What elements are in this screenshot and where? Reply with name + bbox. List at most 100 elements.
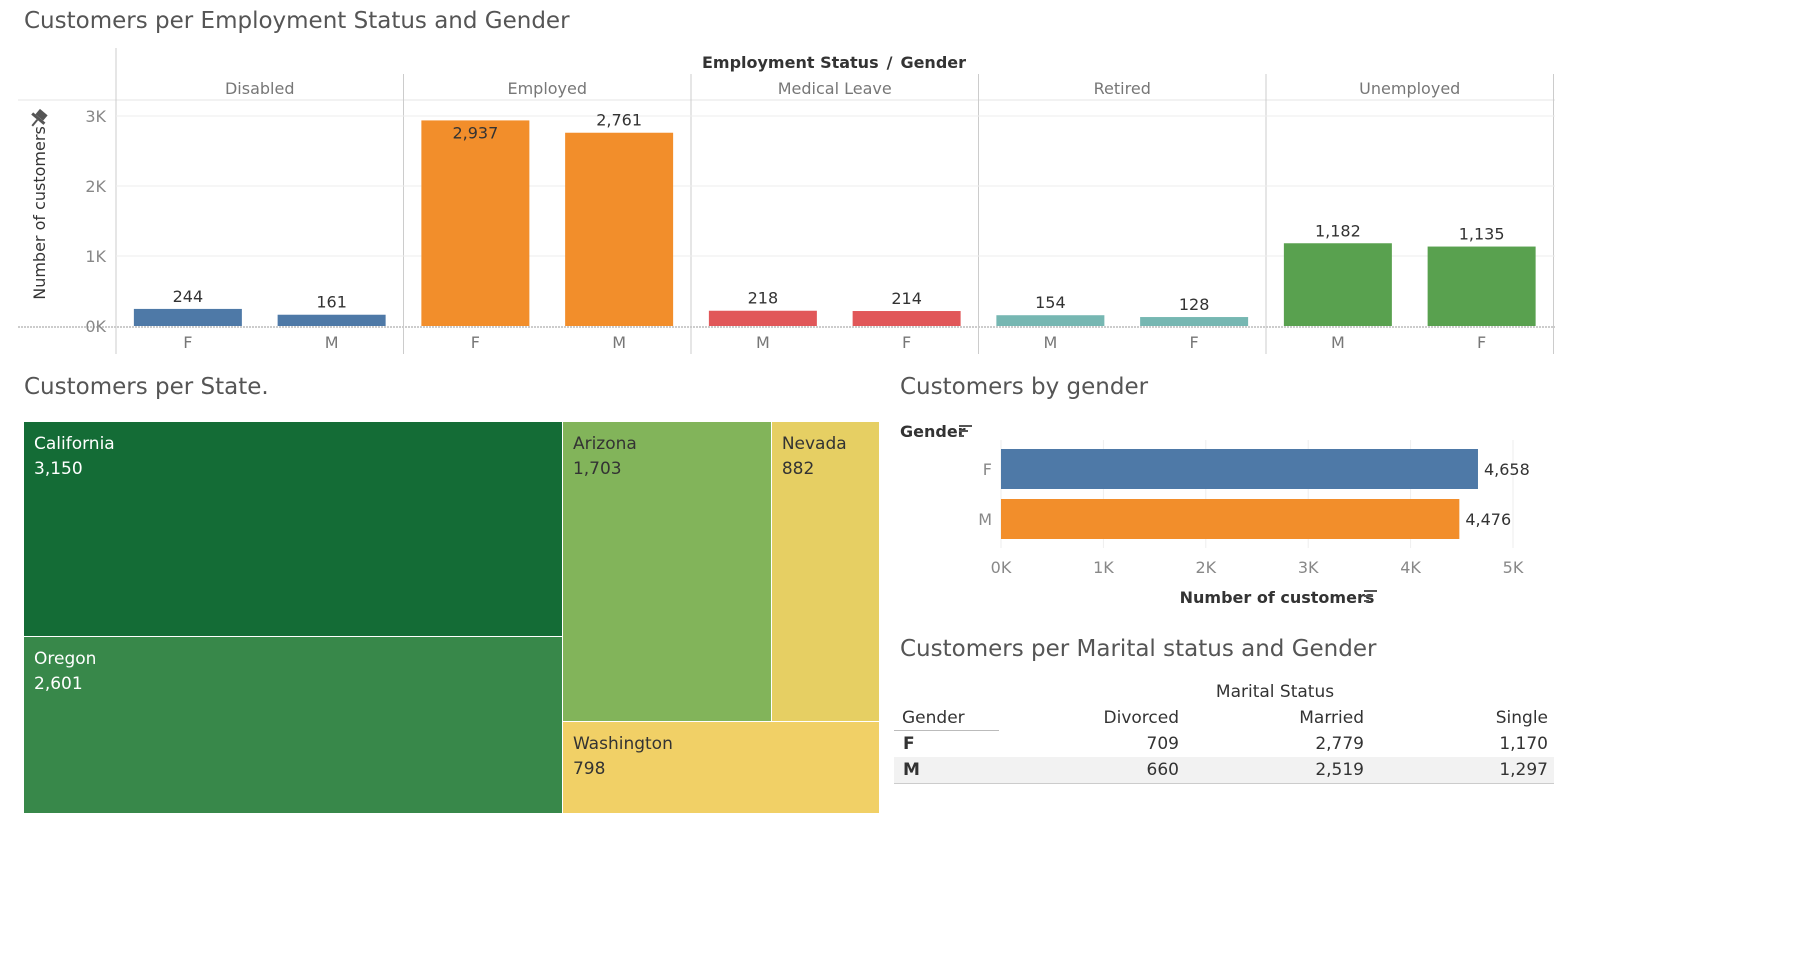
row-label-m: M xyxy=(903,760,920,780)
panel-header-medical-leave: Medical Leave xyxy=(778,79,892,98)
x-tick-label: 5K xyxy=(1503,558,1524,577)
bar-gender-m xyxy=(1001,499,1460,539)
x-tick-label: F xyxy=(902,333,911,352)
pin-icon[interactable] xyxy=(26,107,50,131)
x-tick-label: F xyxy=(1190,333,1199,352)
marital-status-header: Marital Status xyxy=(1215,682,1335,702)
data-label: 161 xyxy=(316,293,347,312)
panel-header-unemployed: Unemployed xyxy=(1359,79,1460,98)
bar-retired-f xyxy=(1140,317,1249,326)
x-tick-label: F xyxy=(183,333,192,352)
treemap-value: 882 xyxy=(781,459,815,479)
table-bottom-border xyxy=(894,783,1554,784)
svg-text:Employment Status/Gender: Employment Status / Gender xyxy=(702,53,966,72)
data-label: 154 xyxy=(1035,293,1066,312)
data-label: 4,476 xyxy=(1465,510,1511,529)
treemap-value: 1,703 xyxy=(572,459,622,479)
x-tick-label: F xyxy=(1477,333,1486,352)
employment-header-right: Gender xyxy=(900,53,966,72)
y-tick-label: 1K xyxy=(85,247,106,266)
sort-icon[interactable] xyxy=(1364,590,1377,602)
panel-header-employed: Employed xyxy=(507,79,587,98)
sort-icon[interactable] xyxy=(959,425,972,437)
marital-table-title: Customers per Marital status and Gender xyxy=(900,636,1377,662)
bar-disabled-m xyxy=(277,314,386,326)
marital-status-table: Marital Status Gender Divorced Married S… xyxy=(894,680,1554,790)
x-tick-label: M xyxy=(756,333,770,352)
y-tick-label: M xyxy=(978,510,992,529)
bar-retired-m xyxy=(996,315,1105,326)
x-tick-label: 0K xyxy=(991,558,1012,577)
gender-x-axis-label: Number of customers xyxy=(1180,588,1375,607)
data-label: 244 xyxy=(173,287,204,306)
treemap-cell-oregon: Oregon 2,601 xyxy=(24,636,563,814)
bar-unemployed-f xyxy=(1427,246,1536,326)
bar-employed-m xyxy=(565,132,674,326)
data-label: 2,761 xyxy=(596,111,642,130)
bar-medical-leave-f xyxy=(852,311,961,326)
treemap-label: California xyxy=(34,434,115,454)
employment-header-sep: / xyxy=(887,53,893,72)
employment-y-axis-label: Number of customers xyxy=(30,126,49,300)
y-tick-label: 0K xyxy=(85,317,106,336)
treemap-cell-nevada: Nevada 882 xyxy=(771,422,880,722)
panel-header-retired: Retired xyxy=(1094,79,1151,98)
x-tick-label: M xyxy=(325,333,339,352)
panel-header-disabled: Disabled xyxy=(225,79,295,98)
x-tick-label: 3K xyxy=(1298,558,1319,577)
data-label: 1,182 xyxy=(1315,221,1361,240)
x-tick-label: 1K xyxy=(1093,558,1114,577)
y-tick-label: F xyxy=(983,460,992,479)
treemap-label: Nevada xyxy=(781,434,847,454)
x-tick-label: M xyxy=(612,333,626,352)
table-cell: 2,779 xyxy=(1315,734,1364,754)
row-label-f: F xyxy=(903,734,915,754)
treemap-value: 2,601 xyxy=(34,673,83,694)
data-label: 218 xyxy=(748,289,779,308)
x-tick-label: 4K xyxy=(1400,558,1421,577)
y-tick-label: 2K xyxy=(85,177,106,196)
data-label: 4,658 xyxy=(1484,460,1530,479)
bar-gender-f xyxy=(1001,449,1478,489)
table-divider xyxy=(894,730,999,731)
table-cell: 660 xyxy=(1146,760,1179,780)
column-header-divorced: Divorced xyxy=(1103,708,1180,728)
y-tick-label: 3K xyxy=(85,107,106,126)
treemap-label: Arizona xyxy=(572,434,637,454)
treemap-title: Customers per State. xyxy=(24,374,269,400)
gender-column-header: Gender xyxy=(902,708,965,728)
data-label: 2,937 xyxy=(452,123,498,142)
employment-chart-title: Customers per Employment Status and Gend… xyxy=(24,8,570,34)
table-cell: 709 xyxy=(1146,734,1179,754)
data-label: 214 xyxy=(891,289,922,308)
x-tick-label: M xyxy=(1331,333,1345,352)
x-tick-label: 2K xyxy=(1195,558,1216,577)
data-label: 128 xyxy=(1179,295,1210,314)
treemap-cell-arizona: Arizona 1,703 xyxy=(562,422,772,722)
state-treemap: California 3,150 Oregon 2,601 Arizona 1,703 Ne… xyxy=(24,422,880,814)
gender-bar-chart: 0K 1K 2K 3K 4K 5K F 4,658 M 4,476 Gender Number … xyxy=(900,422,1530,607)
gender-row-header: Gender xyxy=(900,422,966,441)
bar-unemployed-m xyxy=(1283,243,1392,326)
employment-header-left: Employment Status xyxy=(702,53,879,72)
column-header-single: Single xyxy=(1495,708,1548,728)
bar-medical-leave-m xyxy=(708,310,817,326)
bar-disabled-f xyxy=(133,308,242,326)
treemap-value: 3,150 xyxy=(34,459,83,479)
treemap-cell-california: California 3,150 xyxy=(24,422,563,637)
x-tick-label: M xyxy=(1043,333,1057,352)
gender-chart-title: Customers by gender xyxy=(900,374,1149,400)
data-label: 1,135 xyxy=(1459,225,1505,244)
table-row: M 660 2,519 1,297 xyxy=(894,757,1554,783)
table-cell: 1,297 xyxy=(1499,760,1548,780)
treemap-cell-washington: Washington 798 xyxy=(562,721,880,814)
table-cell: 2,519 xyxy=(1315,760,1364,780)
table-cell: 1,170 xyxy=(1499,734,1548,754)
table-row: F 709 2,779 1,170 xyxy=(894,731,1554,757)
treemap-label: Oregon xyxy=(34,648,97,669)
x-tick-label: F xyxy=(471,333,480,352)
column-header-married: Married xyxy=(1299,708,1364,728)
employment-bar-chart: 0K 1K 2K 3K Disabled 244 F 161 M Employed 2,937 F 2… xyxy=(18,48,1555,354)
treemap-label: Washington xyxy=(572,733,673,754)
treemap-value: 798 xyxy=(572,758,606,779)
